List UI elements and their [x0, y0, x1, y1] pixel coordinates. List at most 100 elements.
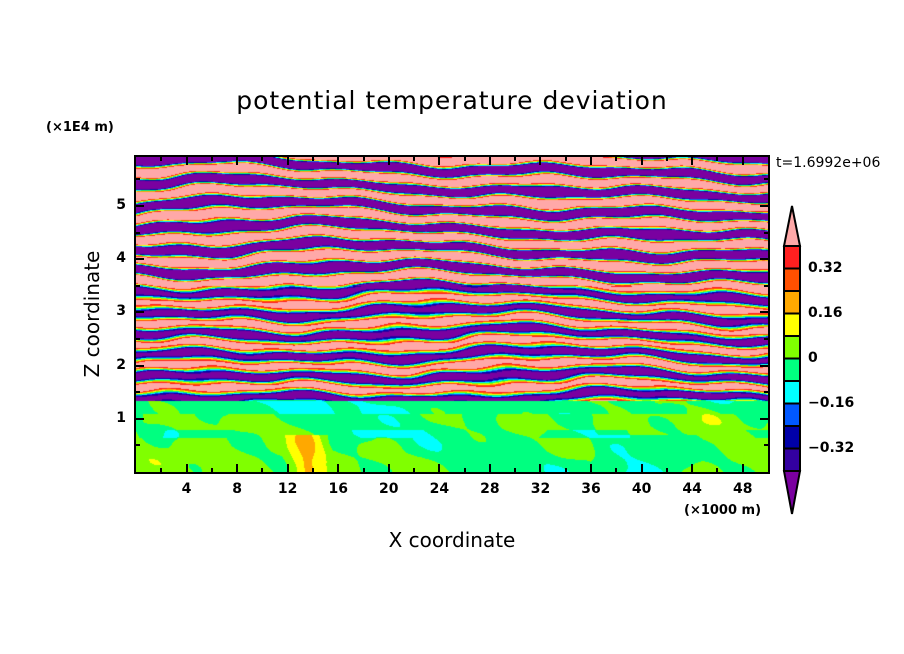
x-tick — [488, 464, 491, 472]
y-axis-unit: (×1E4 m) — [46, 120, 114, 135]
contour-field — [136, 157, 768, 472]
y-tick — [764, 391, 768, 394]
x-tick-label: 20 — [379, 481, 399, 497]
y-tick — [764, 337, 768, 340]
x-tick — [286, 464, 289, 472]
x-tick — [691, 157, 694, 165]
x-tick — [615, 157, 618, 161]
chart-title: potential temperature deviation — [236, 86, 668, 115]
y-tick — [136, 178, 140, 181]
y-tick — [136, 231, 140, 234]
x-tick-label: 24 — [429, 481, 450, 497]
x-axis-unit: (×1000 m) — [684, 503, 762, 518]
x-tick — [261, 157, 264, 161]
x-tick — [311, 468, 314, 472]
x-tick — [261, 468, 264, 472]
y-tick — [136, 417, 144, 420]
x-tick — [210, 468, 213, 472]
x-tick — [413, 157, 416, 161]
y-tick — [136, 258, 144, 261]
y-tick-label: 4 — [116, 250, 126, 267]
x-tick-label: 40 — [631, 481, 652, 497]
colorbar-upper-extension — [782, 205, 802, 247]
y-tick-label: 1 — [116, 409, 126, 426]
colorbar-box — [783, 245, 801, 270]
y-tick — [136, 204, 144, 207]
x-tick — [337, 157, 340, 165]
x-tick — [362, 468, 365, 472]
x-tick — [311, 157, 314, 161]
time-label: t=1.6992e+06 — [776, 155, 881, 171]
y-tick — [760, 364, 768, 367]
x-tick — [514, 468, 517, 472]
colorbar-box — [783, 447, 801, 472]
x-tick-label: 28 — [480, 481, 500, 497]
y-tick-label: 3 — [116, 303, 126, 320]
y-tick — [136, 284, 140, 287]
x-axis-label: X coordinate — [388, 528, 516, 552]
x-tick — [741, 157, 744, 165]
x-tick — [337, 464, 340, 472]
y-tick — [136, 364, 144, 367]
y-tick — [764, 231, 768, 234]
x-tick — [236, 464, 239, 472]
y-tick-label: 2 — [116, 356, 126, 373]
colorbar-label: 0 — [808, 349, 818, 366]
x-tick — [210, 157, 213, 161]
colorbar-box — [783, 402, 801, 427]
x-tick-label: 4 — [181, 481, 192, 497]
x-tick — [236, 157, 239, 165]
x-tick — [160, 468, 163, 472]
y-tick — [764, 444, 768, 447]
x-tick — [564, 468, 567, 472]
x-tick — [640, 464, 643, 472]
x-tick — [438, 464, 441, 472]
x-tick — [741, 464, 744, 472]
x-tick — [590, 464, 593, 472]
plot-frame — [134, 155, 770, 474]
colorbar-label: −0.16 — [808, 394, 855, 411]
x-tick — [716, 157, 719, 161]
x-tick — [160, 157, 163, 161]
x-tick-label: 32 — [530, 481, 551, 497]
x-tick — [185, 464, 188, 472]
x-tick — [590, 157, 593, 165]
x-tick-label: 44 — [682, 481, 702, 497]
y-tick — [764, 284, 768, 287]
x-tick — [691, 464, 694, 472]
colorbar-lower-extension — [782, 470, 802, 515]
colorbar-box — [783, 380, 801, 405]
y-tick-label: 5 — [116, 196, 126, 213]
colorbar-box — [783, 290, 801, 315]
x-tick — [362, 157, 365, 161]
y-tick — [764, 178, 768, 181]
x-tick — [564, 157, 567, 161]
colorbar-label: −0.32 — [808, 439, 855, 456]
x-tick-label: 48 — [732, 481, 753, 497]
x-tick — [640, 157, 643, 165]
x-tick — [438, 157, 441, 165]
x-tick-label: 16 — [328, 481, 348, 497]
x-tick — [539, 157, 542, 165]
colorbar-label: 0.32 — [808, 259, 843, 276]
x-tick — [665, 157, 668, 161]
x-tick — [413, 468, 416, 472]
x-tick-label: 8 — [232, 481, 242, 497]
x-tick — [665, 468, 668, 472]
x-tick — [387, 464, 390, 472]
x-tick — [286, 157, 289, 165]
colorbar-box — [783, 425, 801, 450]
x-tick — [488, 157, 491, 165]
x-tick-label: 36 — [581, 481, 601, 497]
x-tick — [514, 157, 517, 161]
x-tick — [185, 157, 188, 165]
x-tick-label: 12 — [277, 481, 298, 497]
x-tick — [539, 464, 542, 472]
y-tick — [760, 204, 768, 207]
x-tick — [463, 157, 466, 161]
x-tick — [387, 157, 390, 165]
colorbar-label: 0.16 — [808, 304, 843, 321]
x-tick — [463, 468, 466, 472]
